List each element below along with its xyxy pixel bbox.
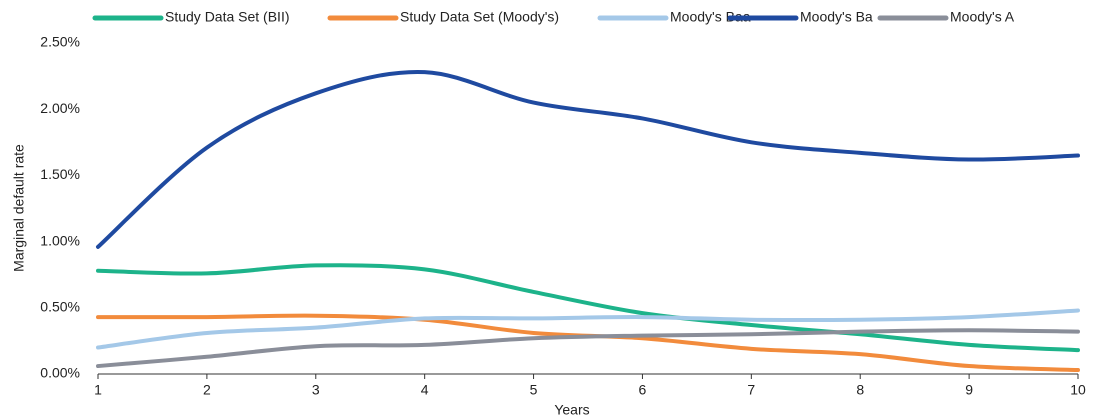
series-line (96, 69, 1080, 249)
x-tick-label: 3 (312, 382, 320, 398)
y-tick-label: 0.50% (40, 299, 80, 315)
y-tick-label: 1.50% (40, 166, 80, 182)
series-line (96, 263, 1080, 353)
series-line (96, 328, 1080, 369)
legend-label: Moody's Ba (800, 9, 873, 25)
y-tick-label: 1.00% (40, 232, 80, 248)
x-tick-label: 2 (203, 382, 211, 398)
x-tick-label: 5 (530, 382, 538, 398)
legend-label: Study Data Set (Moody's) (400, 9, 559, 25)
x-tick-label: 1 (94, 382, 102, 398)
legend-label: Study Data Set (BII) (165, 9, 290, 25)
x-tick-label: 9 (965, 382, 973, 398)
y-tick-label: 2.00% (40, 100, 80, 116)
x-axis-label: Years (554, 402, 589, 418)
x-tick-label: 8 (856, 382, 864, 398)
x-tick-label: 6 (639, 382, 647, 398)
y-tick-label: 0.00% (40, 365, 80, 381)
x-tick-label: 10 (1070, 382, 1086, 398)
y-axis-label: Marginal default rate (11, 144, 27, 272)
legend-label: Moody's A (950, 9, 1015, 25)
y-tick-label: 2.50% (40, 34, 80, 50)
legend-label: Moody's Baa (670, 9, 751, 25)
series-line (96, 308, 1080, 350)
x-tick-label: 7 (747, 382, 755, 398)
x-tick-label: 4 (421, 382, 429, 398)
